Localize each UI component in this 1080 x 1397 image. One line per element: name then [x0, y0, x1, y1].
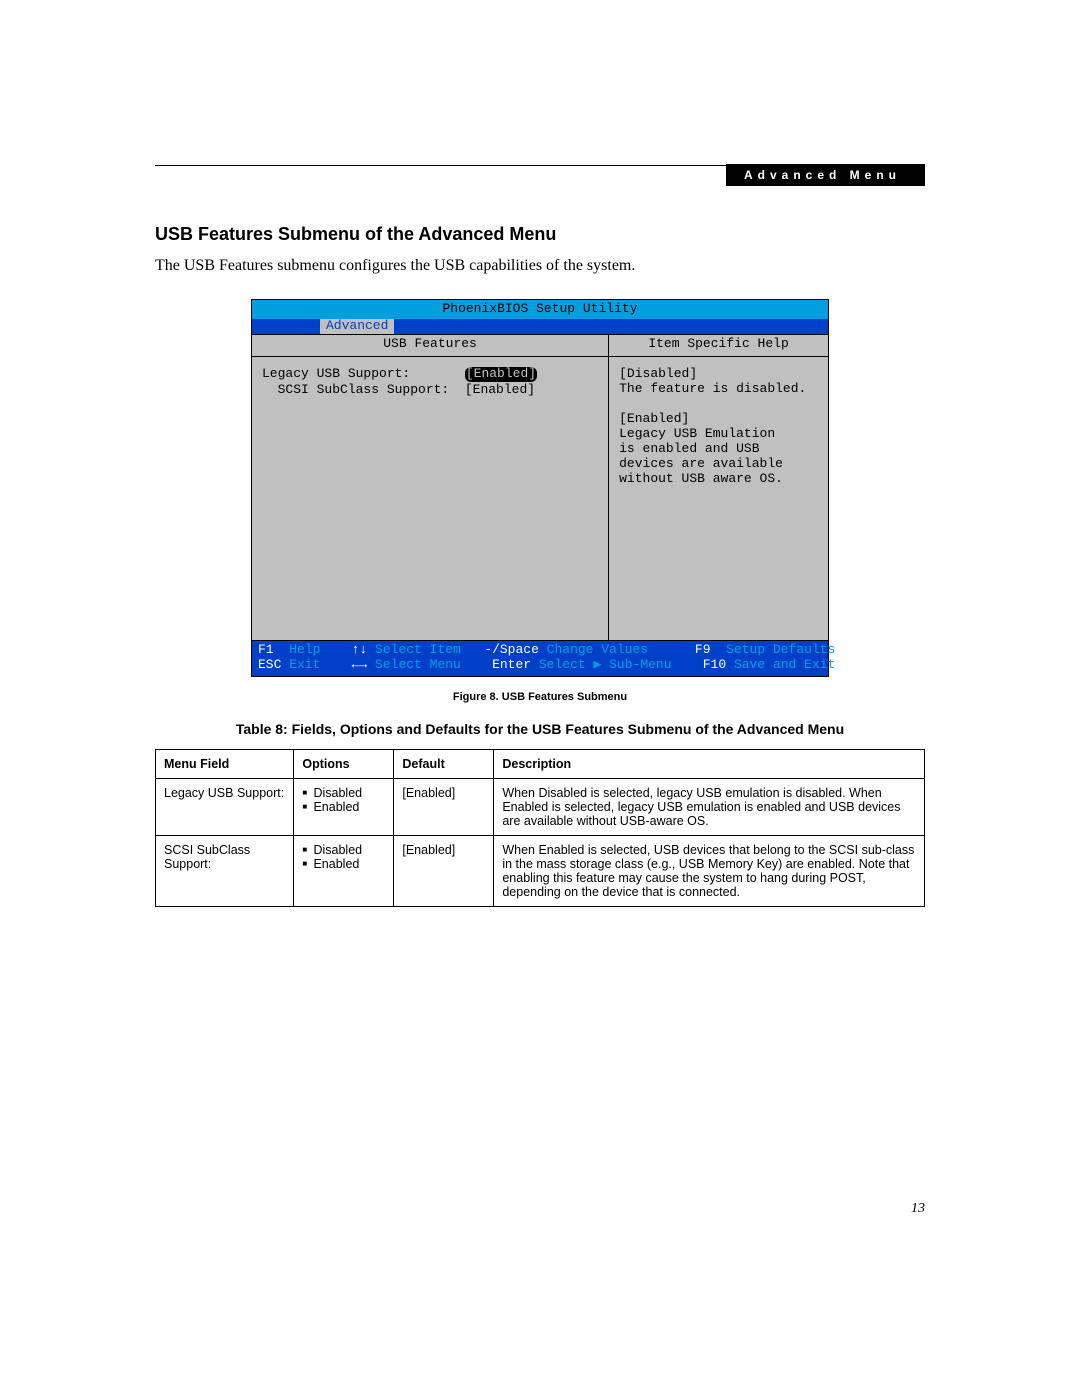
cell-default: [Enabled] — [394, 779, 494, 836]
bios-help-line: devices are available — [619, 457, 818, 472]
th-options: Options — [294, 750, 394, 779]
cell-default: [Enabled] — [394, 836, 494, 907]
bios-help-line: without USB aware OS. — [619, 472, 818, 487]
bios-window: PhoenixBIOS Setup Utility Advanced USB F… — [251, 299, 829, 678]
bios-body: USB Features Legacy USB Support: [Enable… — [252, 334, 828, 640]
option-item: Disabled — [302, 843, 385, 857]
bios-menubar: Advanced — [252, 319, 828, 335]
th-menu-field: Menu Field — [156, 750, 294, 779]
cell-description: When Disabled is selected, legacy USB em… — [494, 779, 925, 836]
bios-footer-key: F10 — [703, 658, 726, 673]
th-default: Default — [394, 750, 494, 779]
bios-footer-key: -/Space — [484, 643, 539, 658]
bios-setting-label: SCSI SubClass Support: — [262, 383, 465, 398]
fields-table: Menu Field Options Default Description L… — [155, 749, 925, 907]
page-content: Advanced Menu USB Features Submenu of th… — [155, 165, 925, 907]
bios-footer-text: Help — [274, 643, 352, 658]
bios-setting-value[interactable]: [Enabled] — [465, 383, 535, 398]
bios-footer-text: Save and Exit — [726, 658, 835, 673]
cell-description: When Enabled is selected, USB devices th… — [494, 836, 925, 907]
bios-right-title: Item Specific Help — [609, 335, 828, 357]
bios-footer-text: Exit — [281, 658, 351, 673]
bios-setting-value[interactable]: [Enabled] — [465, 367, 537, 382]
bios-setting-row[interactable]: Legacy USB Support: [Enabled] — [262, 367, 598, 382]
bios-help-panel: Item Specific Help [Disabled]The feature… — [609, 335, 828, 640]
option-item: Disabled — [302, 786, 385, 800]
table-row: Legacy USB Support:DisabledEnabled[Enabl… — [156, 779, 925, 836]
section-intro: The USB Features submenu configures the … — [155, 255, 925, 277]
section-title: USB Features Submenu of the Advanced Men… — [155, 224, 925, 245]
bios-footer-key: F9 — [695, 643, 711, 658]
cell-menu-field: Legacy USB Support: — [156, 779, 294, 836]
cell-menu-field: SCSI SubClass Support: — [156, 836, 294, 907]
bios-footer-text: Change Values — [539, 643, 695, 658]
cell-options: DisabledEnabled — [294, 836, 394, 907]
table-caption: Table 8: Fields, Options and Defaults fo… — [155, 721, 925, 737]
bios-help-line: [Enabled] — [619, 412, 818, 427]
bios-help-text: [Disabled]The feature is disabled. [Enab… — [619, 367, 818, 487]
th-description: Description — [494, 750, 925, 779]
table-row: SCSI SubClass Support:DisabledEnabled[En… — [156, 836, 925, 907]
table-header-row: Menu Field Options Default Description — [156, 750, 925, 779]
bios-left-panel: USB Features Legacy USB Support: [Enable… — [252, 335, 609, 640]
bios-left-title: USB Features — [252, 335, 608, 357]
page-number: 13 — [911, 1201, 925, 1217]
bios-footer-key: ↑↓ — [352, 643, 368, 658]
bios-footer-text: Select ▶ Sub-Menu — [531, 658, 703, 673]
bios-footer-key: ESC — [258, 658, 281, 673]
bios-footer-key: Enter — [492, 658, 531, 673]
bios-help-line: Legacy USB Emulation — [619, 427, 818, 442]
bios-footer-text: Setup Defaults — [711, 643, 836, 658]
bios-setting-label: Legacy USB Support: — [262, 367, 465, 382]
bios-title: PhoenixBIOS Setup Utility — [252, 300, 828, 319]
option-item: Enabled — [302, 800, 385, 814]
bios-help-line: is enabled and USB — [619, 442, 818, 457]
cell-options: DisabledEnabled — [294, 779, 394, 836]
bios-help-line — [619, 397, 818, 412]
bios-setting-row[interactable]: SCSI SubClass Support: [Enabled] — [262, 383, 598, 398]
option-item: Enabled — [302, 857, 385, 871]
figure-caption: Figure 8. USB Features Submenu — [155, 691, 925, 703]
bios-active-tab[interactable]: Advanced — [320, 319, 394, 335]
bios-footer-key: ←→ — [352, 658, 368, 673]
bios-footer-key: F1 — [258, 643, 274, 658]
bios-help-line: [Disabled] — [619, 367, 818, 382]
bios-footer: F1 Help ↑↓ Select Item -/Space Change Va… — [252, 640, 828, 676]
header-badge: Advanced Menu — [726, 164, 925, 186]
bios-footer-text: Select Item — [367, 643, 484, 658]
bios-footer-text: Select Menu — [367, 658, 492, 673]
bios-help-line: The feature is disabled. — [619, 382, 818, 397]
